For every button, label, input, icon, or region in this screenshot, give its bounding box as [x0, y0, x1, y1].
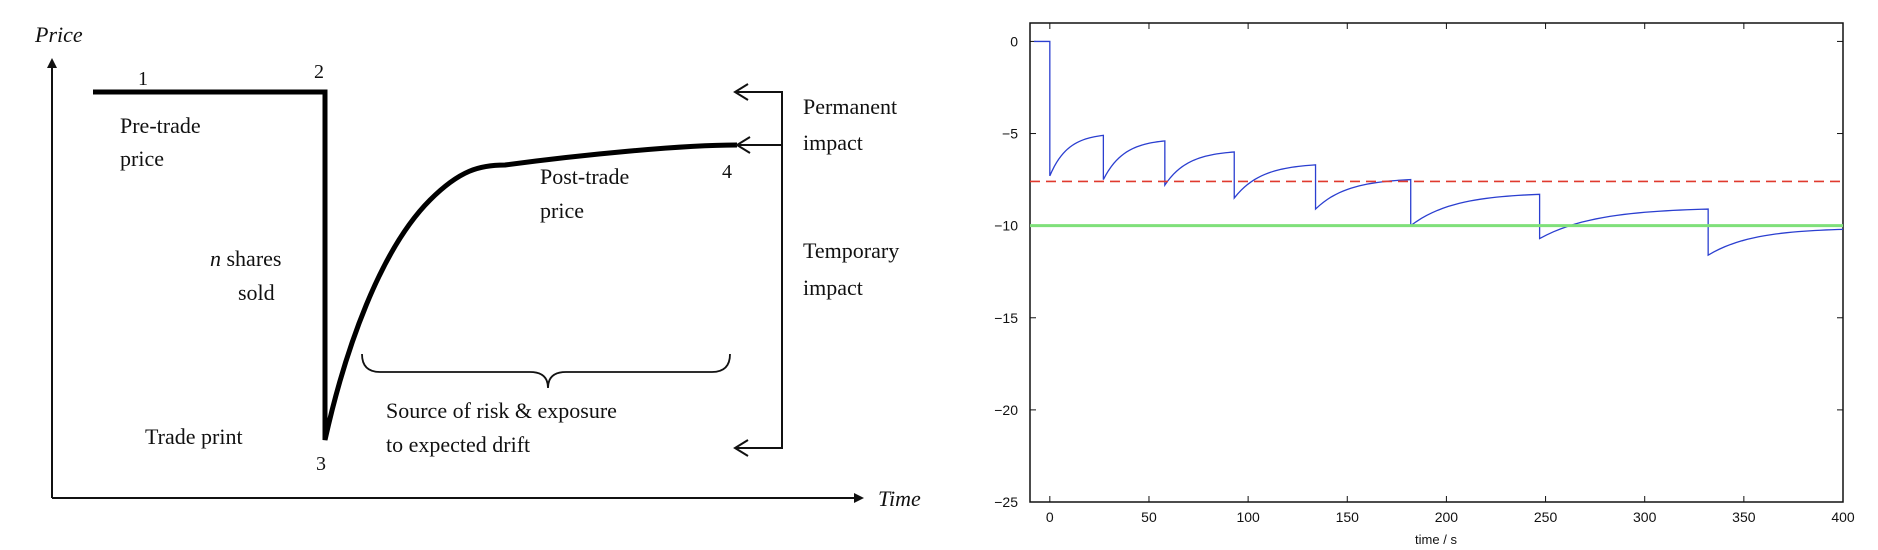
y-tick-label: −20: [994, 402, 1018, 418]
point-label-3: 3: [316, 453, 326, 475]
x-tick-label: 200: [1435, 509, 1459, 525]
point-label-2: 2: [314, 61, 324, 83]
temporary-impact-label: Temporary impact: [803, 238, 905, 300]
arrow-mid-head: [735, 136, 751, 154]
point-label-4: 4: [722, 161, 732, 183]
risk-brace: [361, 353, 731, 389]
series-price-line: [1033, 40, 1844, 257]
post-trade-price-label: Post-trade price: [540, 164, 635, 223]
x-tick-label: 350: [1732, 509, 1756, 525]
shares-sold-label: n shares sold: [210, 246, 287, 305]
x-tick-label: 250: [1534, 509, 1558, 525]
y-tick-label: 0: [1010, 33, 1018, 49]
risk-note: Source of risk & exposure to expected dr…: [386, 398, 622, 457]
x-tick-label: 150: [1336, 509, 1360, 525]
plot-area: [1029, 22, 1844, 503]
y-axis-label: Price: [34, 22, 83, 47]
y-tick-label: −5: [1002, 126, 1018, 142]
x-tick-label: 400: [1831, 509, 1855, 525]
x-tick-label: 0: [1046, 509, 1054, 525]
x-axis-label: time / s: [1415, 532, 1457, 547]
x-axis-label: Time: [878, 486, 921, 511]
permanent-impact-label: Permanent impact: [803, 94, 903, 155]
arrow-bottom-head: [733, 439, 749, 457]
price-path: [93, 89, 738, 441]
point-label-1: 1: [138, 68, 148, 90]
trade-print-label: Trade print: [145, 424, 243, 449]
y-tick-label: −10: [994, 218, 1018, 234]
x-tick-label: 100: [1236, 509, 1260, 525]
arrow-top-head: [733, 83, 749, 101]
pre-trade-price-label: Pre-trade price: [120, 113, 206, 171]
y-tick-label: −25: [994, 494, 1018, 510]
price-chart: 0 50 100 150 200 250 300 350 400 0 −5 −10 −15 −20 −25…: [960, 0, 1878, 550]
permanent-impact-bracket: [735, 91, 783, 449]
y-tick-label: −15: [994, 310, 1018, 326]
x-tick-label: 50: [1141, 509, 1157, 525]
x-tick-label: 300: [1633, 509, 1657, 525]
diagram-svg: Price Time 1 2 3 4 Pre-trade price Post-…: [34, 22, 921, 511]
chart-svg: 0 50 100 150 200 250 300 350 400 0 −5 −10 −15 −20 −25…: [994, 22, 1855, 547]
price-impact-diagram: Price Time 1 2 3 4 Pre-trade price Post-…: [34, 22, 921, 511]
